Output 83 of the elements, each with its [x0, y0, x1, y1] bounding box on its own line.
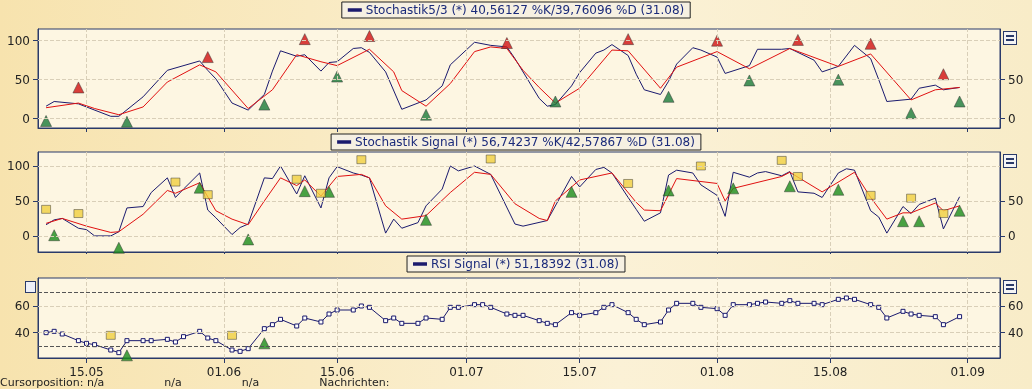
point — [953, 95, 966, 108]
point — [291, 174, 302, 184]
point — [953, 204, 966, 217]
point — [776, 156, 787, 165]
point — [242, 233, 254, 246]
text: Cursorposition: n/a — [0, 376, 105, 389]
point — [41, 205, 51, 214]
point — [193, 181, 206, 194]
point — [784, 180, 796, 193]
point — [323, 186, 335, 198]
y2-tick-label: 0 — [1008, 111, 1016, 126]
point — [298, 185, 311, 197]
point — [906, 193, 916, 203]
y2-tick-label: 40 — [1008, 325, 1024, 340]
x-tick-label: 01.09 — [950, 365, 985, 379]
point — [832, 73, 845, 86]
point — [170, 177, 181, 187]
point — [696, 161, 706, 171]
text: Nachrichten: — [319, 376, 390, 389]
point — [623, 179, 633, 188]
legend-label: Stochastik Signal (*) 56,74237 %K/42,57867 %D (31.08) — [355, 135, 695, 149]
x-tick-label: 01.06 — [206, 365, 242, 379]
point — [420, 214, 432, 226]
point — [121, 349, 133, 362]
x-tick-label: 01.07 — [449, 365, 484, 379]
point — [73, 209, 84, 218]
point — [331, 70, 343, 83]
point — [793, 172, 803, 181]
point — [662, 91, 675, 103]
x-tick-label: 15.07 — [562, 365, 597, 379]
point — [316, 188, 326, 198]
y-tick-label: 0 — [22, 111, 30, 126]
point — [298, 33, 311, 45]
y2-tick-label: 50 — [1008, 72, 1024, 87]
point — [40, 115, 52, 127]
y-tick-label: 100 — [7, 158, 30, 173]
point — [865, 191, 876, 200]
point — [105, 331, 116, 340]
point — [113, 242, 125, 254]
legend-label: RSI Signal (*) 51,18392 (31.08) — [431, 257, 619, 271]
point — [937, 68, 950, 81]
point — [549, 95, 562, 108]
point — [258, 98, 271, 111]
text: n/a — [241, 376, 260, 389]
x-tick-label: 15.06 — [319, 365, 355, 379]
y-tick-label: 60 — [14, 299, 30, 313]
point — [202, 190, 213, 199]
point — [792, 34, 804, 46]
y-tick-label: 50 — [14, 193, 30, 208]
point — [938, 209, 949, 218]
point — [72, 81, 85, 94]
point — [485, 154, 496, 164]
point — [356, 155, 367, 164]
point — [905, 107, 917, 119]
point — [48, 229, 60, 242]
point — [121, 115, 133, 128]
y-tick-label: 0 — [22, 228, 30, 243]
point — [565, 186, 578, 198]
y-tick-label: 40 — [14, 325, 30, 340]
point — [864, 38, 877, 50]
x-tick-label: 15.08 — [813, 365, 848, 379]
y2-tick-label: 0 — [1008, 228, 1016, 243]
x-tick-label: 01.08 — [699, 365, 735, 379]
point — [897, 215, 909, 228]
y2-tick-label: 60 — [1008, 299, 1024, 313]
point — [501, 37, 513, 49]
point — [832, 183, 845, 196]
text: n/a — [164, 376, 182, 389]
point — [363, 30, 376, 42]
x-tick-label: 15.05 — [69, 365, 104, 379]
point — [913, 215, 925, 228]
point — [420, 108, 432, 121]
point — [727, 182, 740, 195]
legend-label: Stochastik5/3 (*) 40,56127 %K/39,76096 %D (31.08) — [365, 3, 685, 17]
y2-tick-label: 50 — [1008, 193, 1024, 208]
point — [662, 184, 675, 197]
point — [201, 51, 214, 63]
point — [227, 331, 237, 340]
y-tick-label: 50 — [14, 72, 30, 87]
point — [622, 33, 634, 45]
point — [711, 34, 723, 47]
y-tick-label: 100 — [7, 33, 30, 48]
point — [743, 74, 756, 87]
